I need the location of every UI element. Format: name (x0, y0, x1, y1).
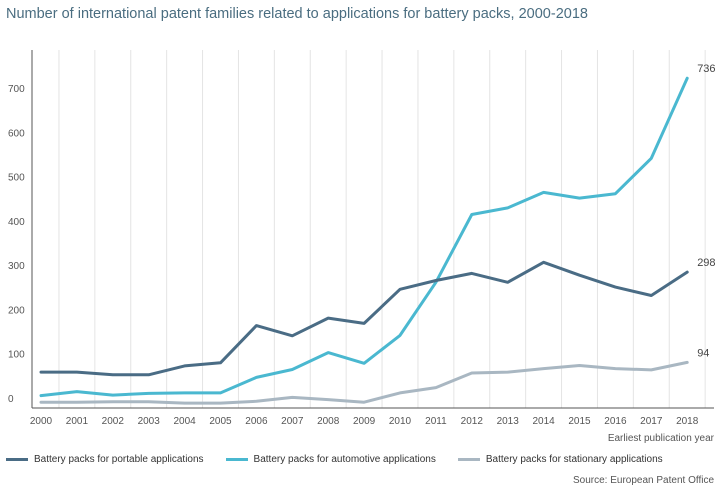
y-tick-label: 300 (8, 261, 25, 272)
axes (31, 50, 714, 409)
end-label-2: 94 (697, 347, 709, 359)
x-tick-label: 2009 (353, 416, 376, 427)
y-tick-label: 600 (8, 128, 25, 139)
y-tick-label: 400 (8, 217, 25, 228)
legend-label-stationary: Battery packs for stationary application… (485, 454, 663, 465)
y-tick-labels: 0 100 200 300 400 500 600 700 (8, 84, 25, 405)
x-tick-label: 2005 (209, 416, 232, 427)
x-tick-label: 2004 (173, 416, 196, 427)
y-tick-label: 700 (8, 84, 25, 95)
series-line-2 (39, 360, 689, 405)
x-tick-label: 2018 (676, 416, 699, 427)
x-tick-label: 2011 (425, 416, 447, 427)
legend-swatch-stationary (457, 458, 480, 461)
series-line-1 (39, 76, 689, 398)
x-tick-labels: 2000 2001 2002 2003 2004 2005 2006 2007 2008 2009… (30, 416, 699, 427)
x-tick-label: 2003 (138, 416, 161, 427)
x-tick-label: 2016 (604, 416, 627, 427)
y-tick-label: 100 (8, 350, 25, 361)
legend-item-portable: Battery packs for portable applications (6, 454, 204, 465)
x-tick-label: 2008 (317, 416, 340, 427)
legend-label-portable: Battery packs for portable applications (34, 454, 204, 465)
x-tick-label: 2006 (245, 416, 268, 427)
x-tick-label: 2001 (66, 416, 89, 427)
y-tick-label: 500 (8, 173, 25, 184)
x-tick-label: 2012 (461, 416, 484, 427)
x-tick-label: 2017 (640, 416, 663, 427)
end-label-0: 298 (697, 257, 715, 269)
legend-item-stationary: Battery packs for stationary application… (457, 454, 663, 465)
legend-swatch-automotive (225, 458, 248, 461)
x-tick-label: 2002 (102, 416, 125, 427)
end-labels: 298 736 94 (697, 63, 715, 359)
legend-label-automotive: Battery packs for automotive application… (253, 454, 436, 465)
y-tick-label: 0 (8, 394, 14, 405)
legend: Battery packs for portable applications … (6, 454, 685, 465)
end-label-1: 736 (697, 63, 715, 75)
x-tick-label: 2007 (281, 416, 304, 427)
series-line-0 (39, 260, 689, 377)
x-tick-label: 2010 (389, 416, 412, 427)
x-axis-label: Earliest publication year (607, 433, 714, 444)
source-note: Source: European Patent Office (572, 475, 714, 486)
series-lines (39, 76, 689, 405)
y-tick-label: 200 (8, 305, 25, 316)
legend-swatch-portable (6, 458, 28, 461)
x-tick-label: 2000 (30, 416, 53, 427)
chart-title: Number of international patent families … (6, 6, 588, 22)
x-tick-label: 2014 (532, 416, 555, 427)
legend-item-automotive: Battery packs for automotive application… (225, 454, 436, 465)
x-tick-label: 2015 (568, 416, 591, 427)
x-tick-label: 2013 (497, 416, 520, 427)
grid-lines (58, 50, 706, 408)
